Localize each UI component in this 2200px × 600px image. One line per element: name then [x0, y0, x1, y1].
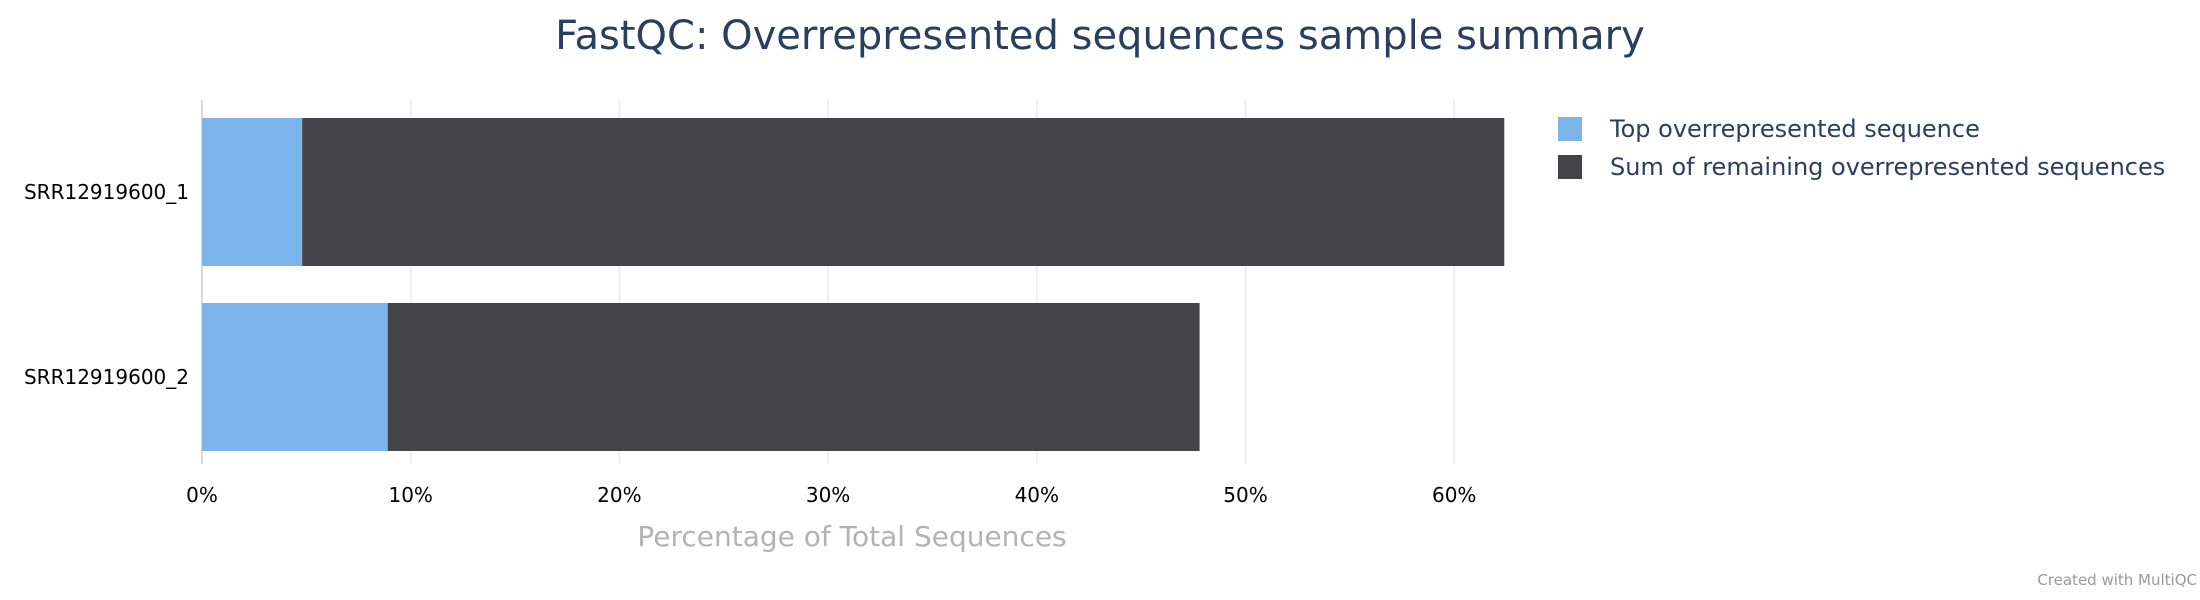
credit-text: Created with MultiQC — [2037, 571, 2197, 589]
legend: Top overrepresented sequence Sum of remai… — [1558, 115, 2165, 181]
y-tick-label: SRR12919600_2 — [24, 365, 189, 389]
legend-swatch — [1558, 117, 1582, 141]
legend-label[interactable]: Top overrepresented sequence — [1609, 115, 1980, 143]
bars — [202, 118, 1505, 451]
legend-label[interactable]: Sum of remaining overrepresented sequenc… — [1610, 153, 2165, 181]
x-axis-ticks: 0% 10% 20% 30% 40% 50% 60% — [186, 483, 1476, 507]
x-axis-label: Percentage of Total Sequences — [637, 520, 1066, 553]
x-tick-label: 30% — [806, 483, 850, 507]
chart-title: FastQC: Overrepresented sequences sample… — [555, 13, 1645, 59]
x-tick-label: 50% — [1223, 483, 1267, 507]
x-tick-label: 20% — [597, 483, 641, 507]
bar-remaining-2[interactable] — [387, 303, 1200, 451]
x-tick-label: 10% — [388, 483, 432, 507]
bar-remaining-1[interactable] — [302, 118, 1505, 266]
y-axis-ticks: SRR12919600_1 SRR12919600_2 — [24, 180, 189, 389]
y-tick-label: SRR12919600_1 — [24, 180, 189, 204]
bar-top-1[interactable] — [202, 118, 303, 266]
x-tick-label: 60% — [1432, 483, 1476, 507]
x-tick-label: 0% — [186, 483, 218, 507]
legend-swatch — [1558, 155, 1582, 179]
bar-top-2[interactable] — [202, 303, 388, 451]
x-tick-label: 40% — [1015, 483, 1059, 507]
